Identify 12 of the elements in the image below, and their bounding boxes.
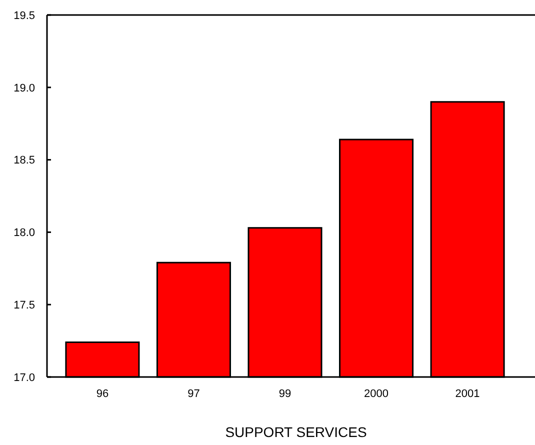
y-tick-label: 18.0: [14, 227, 35, 240]
y-tick-label: 18.5: [14, 154, 35, 167]
x-tick-label: 97: [188, 388, 200, 400]
x-tick-label: 2000: [364, 388, 389, 400]
x-axis-title: SUPPORT SERVICES: [225, 424, 367, 440]
y-tick-label: 17.0: [14, 372, 35, 384]
x-tick-label: 99: [278, 388, 292, 400]
x-tick-label: 96: [96, 388, 109, 400]
y-tick-label: 19.5: [14, 10, 35, 22]
y-tick-label: 19.0: [14, 82, 35, 94]
x-tick-label: 2001: [455, 388, 480, 400]
y-tick-label: 17.5: [14, 299, 35, 312]
